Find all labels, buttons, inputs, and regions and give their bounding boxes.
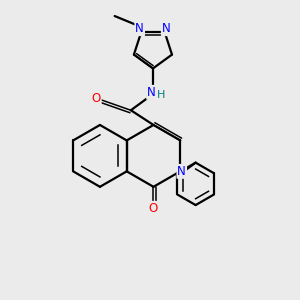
Text: N: N <box>135 22 144 35</box>
Text: N: N <box>147 86 156 99</box>
Text: O: O <box>92 92 101 105</box>
Text: N: N <box>162 22 171 35</box>
Text: H: H <box>157 90 165 100</box>
Text: N: N <box>177 165 186 178</box>
Text: O: O <box>149 202 158 215</box>
